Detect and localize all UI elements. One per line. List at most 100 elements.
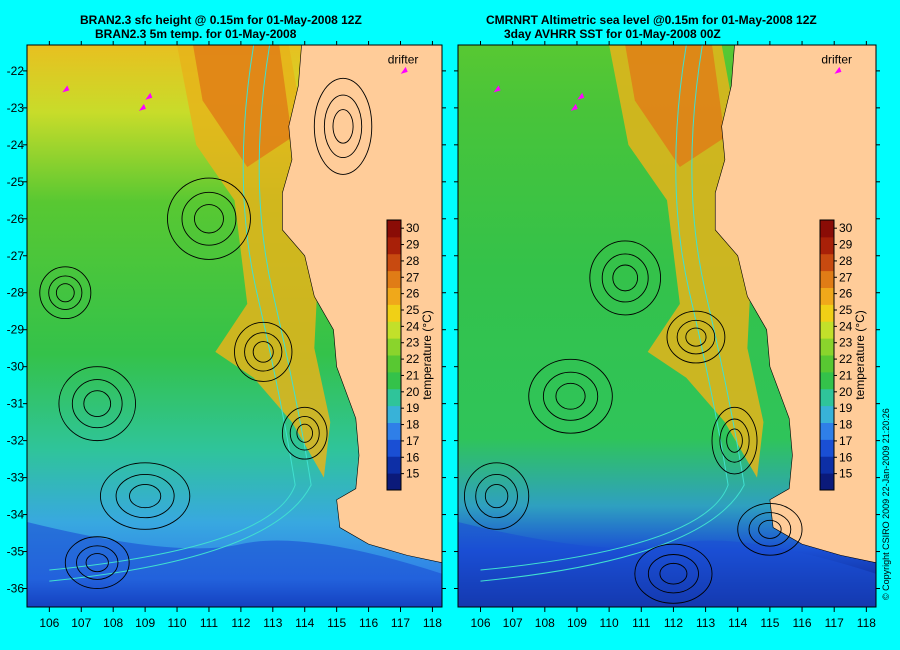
colorbar-tick-label: 18 xyxy=(839,418,853,432)
x-tick-label: 117 xyxy=(825,616,844,630)
drifter-marker xyxy=(62,85,70,93)
drifter-marker xyxy=(145,92,153,100)
colorbar-tick-label: 25 xyxy=(406,303,420,317)
colorbar-tick-label: 19 xyxy=(839,401,853,415)
ssh-contour xyxy=(332,109,354,144)
right-map: drifter 106 107 108 109 110 111 112 113 114 115 116… xyxy=(454,41,880,630)
isobath-line xyxy=(49,45,296,571)
ssh-contour xyxy=(647,554,699,594)
colorbar-tick-label: 22 xyxy=(406,352,420,366)
ssh-contour xyxy=(676,319,716,355)
colorbar-tick-label: 22 xyxy=(839,352,853,366)
colorbar-tick-label: 17 xyxy=(839,434,853,448)
drifter-legend-label: drifter xyxy=(821,52,852,66)
left-map: drifter 106 107 108 109 110 111 112 113 114 115 116… xyxy=(7,41,446,630)
ssh-contour xyxy=(289,415,320,451)
ssh-contour xyxy=(252,341,274,363)
colorbar-tick-label: 19 xyxy=(406,401,420,415)
ssh-contour xyxy=(99,462,191,530)
drifter-legend-label: drifter xyxy=(388,52,419,66)
x-tick-label: 115 xyxy=(760,616,779,630)
x-tick-label: 108 xyxy=(103,616,123,630)
drifter-marker xyxy=(400,66,408,74)
y-tick-label: -25 xyxy=(7,175,25,189)
ssh-contour xyxy=(737,503,803,556)
isobath-line xyxy=(480,45,745,582)
colorbar-tick-label: 30 xyxy=(839,221,853,235)
y-tick-label: -29 xyxy=(7,323,25,337)
colorbar-tick-label: 26 xyxy=(839,287,853,301)
colorbar-tick-label: 23 xyxy=(839,336,853,350)
y-tick-label: -33 xyxy=(7,471,25,485)
x-tick-label: 117 xyxy=(391,616,410,630)
y-tick-label: -35 xyxy=(7,545,25,559)
ssh-contour xyxy=(296,423,314,443)
colorbar-tick-label: 17 xyxy=(406,434,420,448)
colorbar-label: temperature (°C) xyxy=(853,310,867,400)
colorbar-tick-label: 24 xyxy=(839,319,853,333)
x-tick-label: 106 xyxy=(39,616,59,630)
ssh-contour xyxy=(666,310,726,364)
ssh-contour xyxy=(55,283,75,303)
colorbar-tick-label: 25 xyxy=(839,303,853,317)
x-tick-label: 115 xyxy=(327,616,346,630)
ssh-contour xyxy=(58,366,136,442)
colorbar-tick-label: 21 xyxy=(839,368,853,382)
colorbar: 30 29 28 27 26 25 24 23 22 21 20 19 18 17 16 15 temperat… xyxy=(819,219,867,491)
colorbar-tick-label: 15 xyxy=(839,467,853,481)
x-tick-label: 111 xyxy=(200,616,219,630)
y-tick-label: -27 xyxy=(7,249,25,263)
x-tick-label: 110 xyxy=(600,616,619,630)
ssh-contour xyxy=(181,191,237,246)
ssh-contour xyxy=(589,240,662,316)
x-tick-label: 109 xyxy=(135,616,155,630)
x-tick-label: 113 xyxy=(696,616,715,630)
ssh-contour xyxy=(83,390,112,418)
ssh-contour xyxy=(758,519,782,539)
x-tick-label: 114 xyxy=(728,616,747,630)
colorbar-tick-label: 29 xyxy=(406,238,420,252)
copyright-text: © Copyright CSIRO 2009 22-Jan-2009 21:20… xyxy=(881,408,891,600)
ssh-contour xyxy=(719,418,750,463)
right-title-line1: CMRNRT Altimetric sea level @0.15m for 0… xyxy=(486,13,817,27)
x-tick-label: 111 xyxy=(632,616,651,630)
colorbar-tick-label: 20 xyxy=(406,385,420,399)
ssh-contour xyxy=(542,371,599,421)
ssh-contour xyxy=(475,473,518,519)
ssh-contour xyxy=(115,473,175,519)
isobath-line xyxy=(480,45,729,571)
land-mass xyxy=(282,45,442,563)
ssh-contour xyxy=(71,379,123,429)
y-tick-label: -32 xyxy=(7,434,25,448)
colorbar-tick-label: 21 xyxy=(406,368,420,382)
ssh-contour xyxy=(726,428,743,453)
x-tick-label: 107 xyxy=(503,616,523,630)
land-mass xyxy=(714,45,876,563)
ssh-contour xyxy=(167,177,251,260)
ssh-contour xyxy=(281,406,328,460)
y-tick-label: -24 xyxy=(7,138,25,152)
ssh-contour xyxy=(64,536,130,589)
ssh-contour xyxy=(129,483,162,509)
ssh-contour xyxy=(234,321,293,382)
x-tick-label: 113 xyxy=(263,616,282,630)
x-tick-label: 110 xyxy=(167,616,186,630)
x-tick-label: 112 xyxy=(231,616,250,630)
x-tick-label: 106 xyxy=(470,616,490,630)
y-tick-label: -22 xyxy=(7,64,25,78)
x-tick-label: 114 xyxy=(295,616,314,630)
x-tick-label: 116 xyxy=(359,616,378,630)
ssh-contour xyxy=(685,327,707,347)
ssh-contour xyxy=(748,512,792,547)
y-tick-label: -31 xyxy=(7,397,25,411)
y-tick-label: -34 xyxy=(7,508,25,522)
ssh-contour xyxy=(555,382,586,410)
colorbar-tick-label: 27 xyxy=(406,270,420,284)
colorbar-tick-label: 26 xyxy=(406,287,420,301)
ssh-contour xyxy=(634,543,713,604)
drifter-marker xyxy=(577,92,585,100)
colorbar-tick-label: 24 xyxy=(406,319,420,333)
colorbar-label: temperature (°C) xyxy=(420,310,434,400)
drifter-marker xyxy=(834,66,842,74)
